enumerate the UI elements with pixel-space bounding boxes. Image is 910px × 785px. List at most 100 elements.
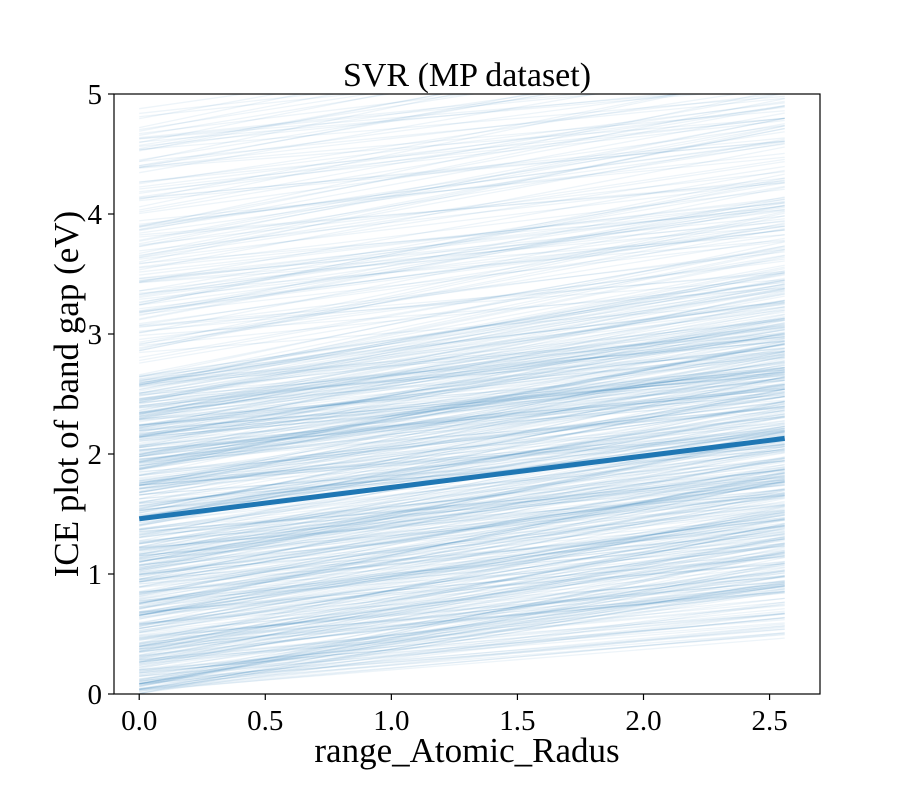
ice-line: [139, 331, 785, 437]
ice-line: [139, 473, 785, 608]
ice-line: [139, 369, 785, 493]
ice-line: [139, 342, 785, 463]
ice-line: [139, 285, 785, 400]
ice-line: [139, 143, 785, 234]
ice-line: [139, 283, 785, 397]
ice-line: [139, 387, 785, 461]
ice-line: [139, 383, 785, 457]
ice-line: [139, 218, 785, 292]
ice-line: [139, 343, 785, 463]
ice-line: [139, 395, 785, 484]
ice-line: [139, 394, 785, 460]
ice-line: [139, 495, 785, 620]
ice-line: [139, 483, 785, 570]
ice-line: [139, 117, 785, 169]
ice-line: [139, 377, 785, 458]
ice-line: [139, 94, 784, 169]
ice-line: [139, 319, 785, 445]
ice-line: [139, 323, 785, 414]
ice-line: [139, 542, 785, 639]
ice-line: [139, 325, 785, 421]
y-tick-label: 0: [88, 679, 103, 711]
ice-line: [139, 585, 785, 644]
ice-line: [139, 258, 785, 345]
ice-line: [139, 554, 785, 666]
ice-line: [139, 376, 785, 514]
ice-line: [139, 379, 785, 485]
ice-line: [139, 540, 785, 619]
ice-line: [139, 94, 555, 161]
ice-line: [139, 272, 785, 404]
ice-line: [139, 291, 785, 419]
ice-line: [139, 588, 785, 657]
ice-line: [139, 419, 785, 507]
ice-line: [139, 443, 785, 531]
ice-line: [139, 516, 785, 617]
ice-line: [139, 605, 785, 665]
ice-line: [139, 117, 785, 183]
ice-line: [139, 566, 785, 654]
ice-line: [139, 492, 785, 542]
y-axis-label: ICE plot of band gap (eV): [47, 211, 86, 577]
ice-line: [139, 329, 785, 423]
ice-line: [139, 476, 785, 552]
ice-line: [139, 534, 785, 600]
ice-line: [139, 279, 785, 328]
ice-line: [139, 283, 785, 377]
ice-line: [139, 585, 785, 668]
ice-line: [139, 474, 785, 535]
ice-line: [139, 314, 785, 446]
ice-line: [139, 524, 785, 583]
ice-line: [139, 601, 785, 691]
ice-line: [139, 481, 785, 601]
ice-line: [139, 332, 785, 381]
ice-line: [139, 377, 785, 465]
x-tick-label: 2.5: [751, 705, 787, 737]
ice-line: [139, 234, 785, 284]
ice-line: [139, 95, 785, 151]
ice-line: [139, 349, 785, 429]
ice-line: [139, 428, 785, 516]
ice-line: [139, 219, 785, 306]
ice-line: [139, 266, 785, 390]
ice-line: [139, 94, 373, 131]
ice-line: [139, 264, 785, 384]
ice-line: [139, 468, 785, 551]
ice-line: [139, 388, 785, 510]
ice-line: [139, 583, 785, 659]
ice-line: [139, 299, 785, 400]
ice-line: [139, 553, 785, 602]
ice-line: [139, 374, 785, 432]
ice-line: [139, 376, 785, 494]
ice-line: [139, 94, 672, 148]
ice-line: [139, 382, 785, 520]
ice-line: [139, 286, 785, 382]
ice-line: [139, 525, 785, 585]
ice-line: [139, 484, 785, 557]
ice-line: [139, 523, 785, 656]
ice-line: [139, 328, 785, 447]
ice-line: [139, 340, 785, 469]
ice-line: [139, 94, 693, 140]
ice-line: [139, 371, 785, 426]
ice-line: [139, 343, 785, 467]
ice-line: [139, 456, 785, 563]
ice-line: [139, 555, 785, 614]
ice-line: [139, 117, 785, 241]
ice-line: [139, 260, 785, 341]
ice-line: [139, 371, 785, 421]
ice-line: [139, 617, 785, 680]
ice-line: [139, 583, 785, 677]
ice-line: [139, 287, 785, 394]
ice-line: [139, 407, 785, 464]
ice-line: [139, 495, 785, 588]
ice-line: [139, 196, 785, 320]
ice-line: [139, 373, 785, 463]
x-tick-label: 0.5: [247, 705, 283, 737]
ice-line: [139, 481, 785, 555]
ice-line: [139, 94, 387, 144]
ice-line: [139, 478, 785, 583]
ice-line: [139, 507, 785, 647]
ice-line: [139, 546, 785, 682]
ice-line: [139, 97, 785, 163]
